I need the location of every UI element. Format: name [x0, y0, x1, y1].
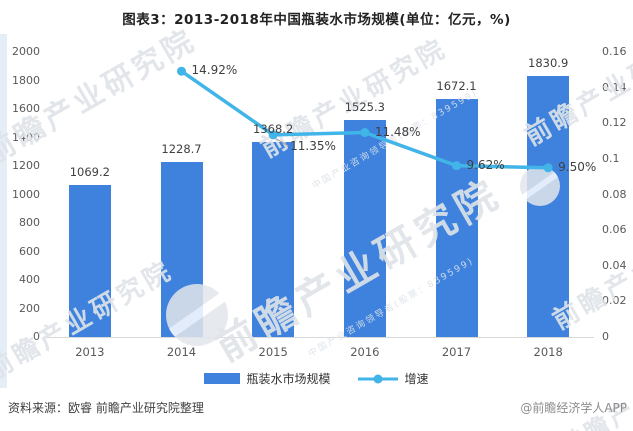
- x-axis-label: 2016: [350, 345, 380, 359]
- growth-value-label: 11.35%: [290, 138, 336, 153]
- bar-value-label: 1830.9: [528, 56, 569, 71]
- bar-value-label: 1228.7: [161, 141, 202, 156]
- growth-point-2014: [177, 66, 186, 76]
- x-axis-label: 2017: [441, 345, 472, 359]
- growth-value-label: 14.92%: [191, 63, 238, 78]
- y-axis-left-tick: 800: [19, 216, 40, 229]
- bar-value-label: 1069.2: [69, 164, 110, 179]
- legend-label-market-size: 瓶装水市场规模: [246, 372, 331, 386]
- y-axis-right-tick: 0.1: [602, 151, 620, 165]
- bar-2015: [252, 142, 295, 337]
- growth-value-label: 9.50%: [558, 159, 597, 174]
- legend-item-growth: 增速: [357, 370, 429, 387]
- y-axis-left-tick: 1000: [12, 187, 40, 201]
- growth-value-label: 9.62%: [466, 157, 505, 172]
- x-axis-label: 2018: [533, 345, 563, 359]
- y-axis-left-tick: 400: [19, 273, 40, 286]
- y-axis-left-tick: 200: [19, 301, 40, 315]
- source-note: 资料来源：欧睿 前瞻产业研究院整理: [8, 401, 204, 415]
- legend-label-growth: 增速: [404, 372, 429, 386]
- legend: 瓶装水市场规模 增速: [0, 370, 633, 387]
- bar-2013: [68, 184, 111, 337]
- y-axis-right-tick: 0.12: [602, 116, 627, 130]
- y-axis-right-tick: 0.06: [602, 223, 627, 237]
- bar-2017: [435, 98, 478, 337]
- credit-watermark: @前瞻经济学人APP: [520, 401, 627, 415]
- y-axis-left-tick: 1200: [12, 159, 40, 172]
- legend-bar-swatch: [204, 373, 241, 384]
- growth-value-label: 11.48%: [374, 124, 421, 139]
- bar-2014: [160, 161, 203, 337]
- bar-value-label: 1525.3: [344, 99, 385, 114]
- x-axis-label: 2015: [258, 345, 288, 359]
- x-axis-label: 2014: [166, 345, 197, 359]
- chart-title: 图表3：2013-2018年中国瓶装水市场规模(单位：亿元，%): [122, 12, 511, 28]
- y-axis-right-tick: 0: [602, 330, 609, 343]
- y-axis-right-tick: 0.16: [602, 45, 627, 58]
- y-axis-left-tick: 1400: [12, 130, 40, 144]
- y-axis-left-tick: 1600: [12, 102, 40, 115]
- y-axis-right-tick: 0.14: [602, 80, 627, 94]
- left-edge-strip: [0, 34, 7, 388]
- y-axis-left-tick: 600: [19, 244, 40, 258]
- bar-2016: [343, 119, 386, 337]
- y-axis-right-tick: 0.02: [602, 294, 627, 308]
- y-axis-right-tick: 0.04: [602, 258, 627, 272]
- x-axis-label: 2013: [75, 345, 105, 359]
- y-axis-left-tick: 1800: [12, 73, 40, 87]
- legend-line-swatch: [357, 374, 398, 383]
- y-axis-left-tick: 2000: [12, 45, 40, 58]
- y-axis-left-tick: 0: [33, 330, 40, 343]
- bar-value-label: 1672.1: [436, 78, 477, 93]
- y-axis-right-tick: 0.08: [602, 187, 627, 201]
- legend-item-market-size: 瓶装水市场规模: [204, 370, 331, 387]
- x-axis-line: [44, 337, 594, 338]
- bar-value-label: 1368.2: [253, 122, 294, 137]
- bar-2018: [527, 76, 570, 337]
